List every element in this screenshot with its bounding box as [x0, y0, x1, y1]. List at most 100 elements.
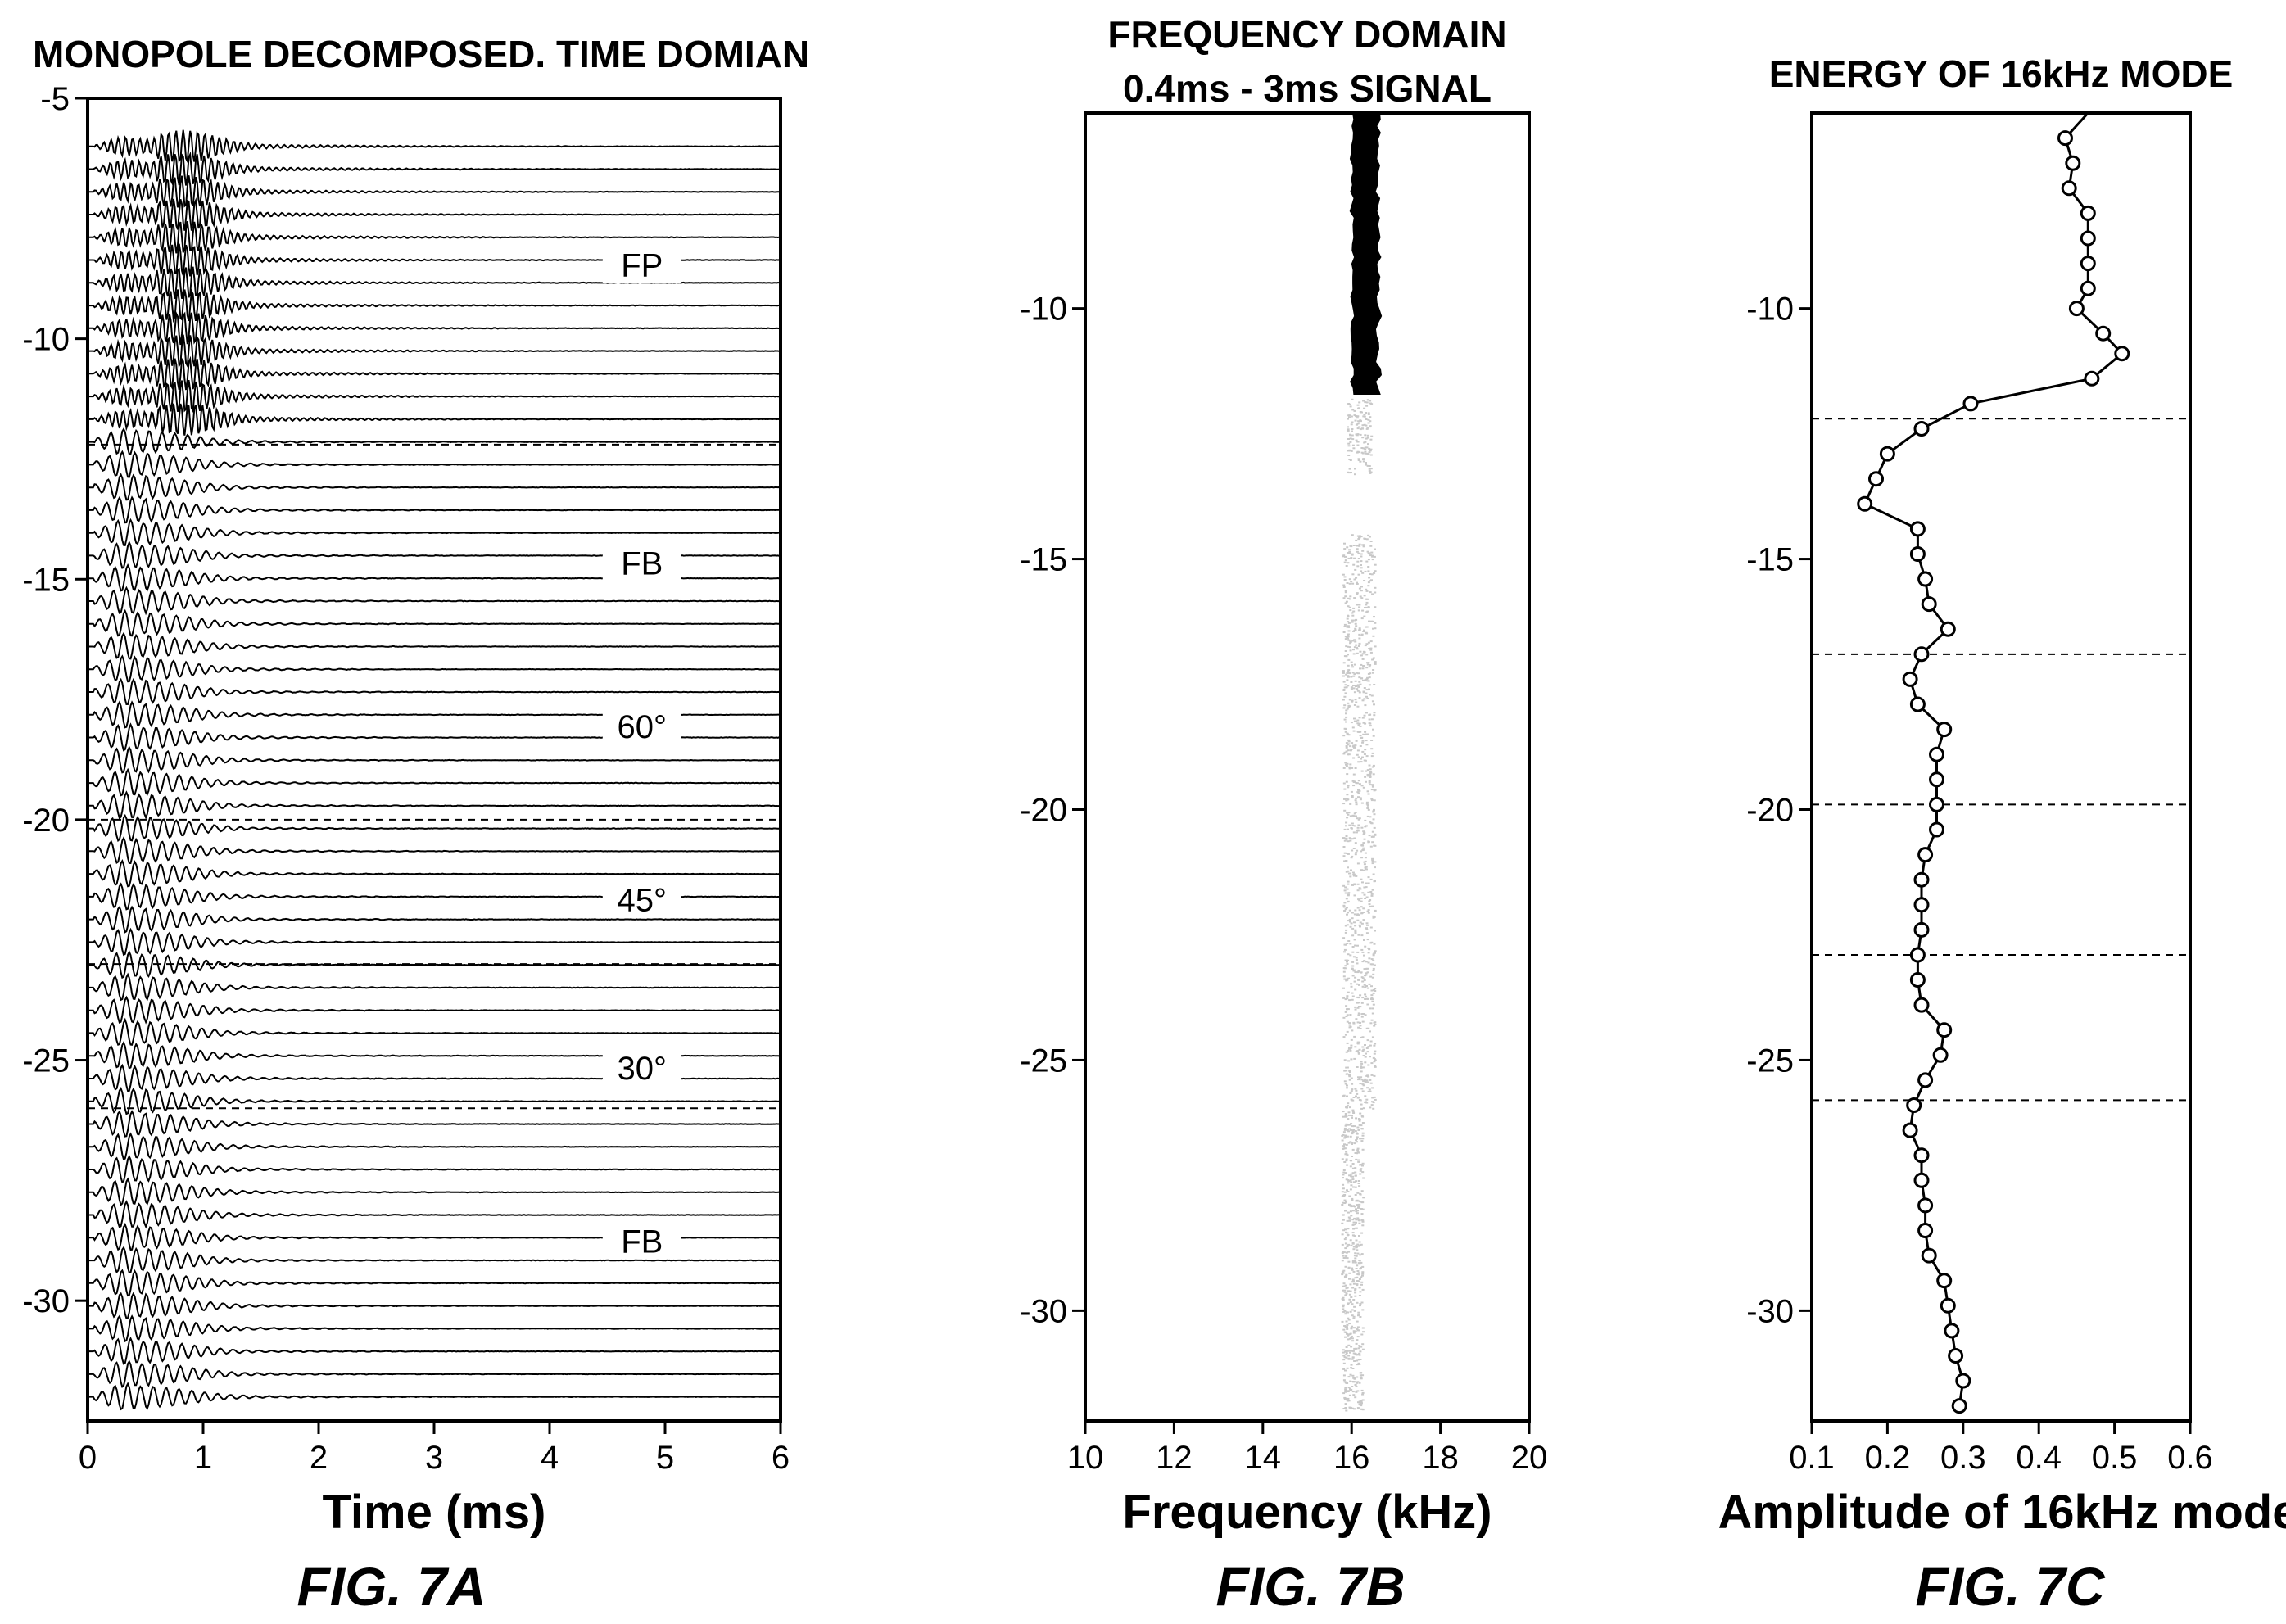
- spectrum-speckle: [1347, 1111, 1351, 1114]
- spectrum-speckle: [1360, 677, 1363, 680]
- amplitude-point: [1962, 396, 1979, 412]
- spectrum-speckle: [1345, 898, 1348, 900]
- plot-frame-7c: [1810, 111, 2192, 1423]
- spectrum-speckle: [1352, 1186, 1356, 1188]
- waveform-trace: [88, 151, 781, 186]
- spectrum-speckle: [1367, 606, 1370, 608]
- waveform-trace: [88, 310, 781, 346]
- spectrum-speckle: [1347, 1400, 1351, 1402]
- spectrum-speckle: [1366, 663, 1369, 666]
- spectrum-speckle: [1371, 555, 1374, 558]
- spectrum-speckle: [1370, 985, 1373, 988]
- spectrum-speckle: [1361, 1165, 1364, 1167]
- spectrum-speckle: [1341, 1158, 1344, 1160]
- spectrum-speckle: [1372, 669, 1375, 671]
- spectrum-speckle: [1347, 702, 1350, 704]
- spectrum-speckle: [1342, 767, 1346, 769]
- spectrum-speckle: [1369, 1022, 1373, 1025]
- spectrum-speckle: [1347, 753, 1351, 756]
- spectrum-speckle: [1353, 704, 1356, 706]
- spectrum-speckle: [1348, 1075, 1351, 1078]
- spectrum-speckle: [1354, 976, 1357, 979]
- spectrum-speckle: [1354, 622, 1357, 625]
- spectrum-speckle: [1361, 572, 1365, 574]
- spectrum-speckle: [1362, 1084, 1365, 1087]
- spectrum-speckle: [1353, 630, 1356, 632]
- spectrum-speckle: [1367, 882, 1370, 884]
- spectrum-speckle: [1369, 468, 1373, 470]
- spectrum-speckle: [1348, 1350, 1351, 1352]
- spectrum-speckle: [1345, 1073, 1348, 1075]
- spectrum-speckle: [1365, 896, 1369, 898]
- spectrum-speckle: [1352, 1181, 1356, 1183]
- spectrum-speckle: [1351, 822, 1354, 825]
- spectrum-speckle: [1365, 1047, 1369, 1049]
- spectrum-speckle: [1356, 1364, 1359, 1366]
- spectrum-speckle: [1361, 740, 1365, 742]
- spectrum-speckle: [1346, 1105, 1349, 1107]
- spectrum-speckle: [1350, 1058, 1353, 1061]
- amplitude-point: [1913, 997, 1930, 1013]
- spectrum-speckle: [1351, 1224, 1355, 1226]
- spectrum-speckle: [1365, 1074, 1369, 1077]
- spectrum-speckle: [1360, 1036, 1363, 1038]
- spectrum-speckle: [1347, 669, 1351, 672]
- spectrum-speckle: [1345, 750, 1348, 753]
- spectrum-speckle: [1342, 1214, 1345, 1216]
- spectrum-speckle: [1352, 1317, 1356, 1319]
- spectrum-speckle: [1365, 418, 1368, 420]
- spectrum-speckle: [1349, 745, 1352, 748]
- spectrum-speckle: [1357, 818, 1360, 821]
- spectrum-speckle: [1342, 707, 1346, 709]
- spectrum-speckle: [1372, 973, 1375, 975]
- spectrum-speckle: [1347, 1060, 1351, 1062]
- spectrum-speckle: [1346, 1106, 1348, 1109]
- spectrum-speckle: [1348, 766, 1351, 768]
- spectrum-speckle: [1347, 940, 1351, 942]
- spectrum-speckle: [1373, 808, 1375, 811]
- spectrum-speckle: [1344, 1034, 1347, 1036]
- spectrum-speckle: [1352, 675, 1356, 677]
- amplitude-point: [1932, 1047, 1949, 1063]
- spectrum-speckle: [1344, 1011, 1347, 1013]
- spectrum-speckle: [1355, 1018, 1358, 1020]
- annotation-label: 45°: [618, 883, 668, 919]
- spectrum-speckle: [1365, 1027, 1369, 1029]
- spectrum-speckle: [1360, 590, 1363, 592]
- spectrum-speckle: [1344, 555, 1347, 558]
- spectrum-speckle: [1352, 653, 1356, 655]
- spectrum-speckle: [1367, 662, 1370, 664]
- spectrum-speckle: [1365, 755, 1369, 758]
- spectrum-speckle: [1367, 641, 1370, 644]
- spectrum-speckle: [1341, 1243, 1344, 1246]
- spectrum-speckle: [1351, 1234, 1355, 1237]
- spectrum-speckle: [1343, 1291, 1347, 1293]
- amplitude-point: [1929, 746, 1944, 762]
- spectrum-speckle: [1343, 1137, 1347, 1139]
- spectrum-speckle: [1358, 1048, 1361, 1051]
- spectrum-speckle: [1356, 1097, 1360, 1099]
- spectrum-speckle: [1359, 994, 1362, 997]
- spectrum-speckle: [1348, 767, 1351, 770]
- spectrum-speckle: [1354, 568, 1357, 571]
- spectrum-speckle: [1347, 883, 1350, 885]
- spectrum-speckle: [1347, 442, 1351, 445]
- spectrum-speckle: [1353, 1235, 1356, 1237]
- spectrum-speckle: [1362, 631, 1365, 632]
- waveform-trace: [88, 427, 781, 455]
- spectrum-speckle: [1360, 1389, 1364, 1391]
- spectrum-speckle: [1343, 809, 1347, 812]
- spectrum-speckle: [1345, 1311, 1348, 1314]
- fig7a-x-tick-label: 0: [79, 1440, 97, 1476]
- spectrum-speckle: [1344, 684, 1347, 686]
- spectrum-speckle: [1366, 399, 1369, 401]
- spectrum-speckle: [1357, 672, 1360, 675]
- y-ticks-7b: -10-15-20-25-30: [1020, 292, 1085, 1329]
- spectrum-speckle: [1369, 402, 1372, 405]
- spectrum-speckle: [1363, 954, 1365, 957]
- spectrum-speckle: [1362, 447, 1365, 450]
- spectrum-speckle: [1371, 1012, 1374, 1015]
- spectrum-speckle: [1347, 622, 1351, 624]
- spectrum-speckle: [1362, 1055, 1365, 1056]
- spectrum-speckle: [1359, 798, 1362, 801]
